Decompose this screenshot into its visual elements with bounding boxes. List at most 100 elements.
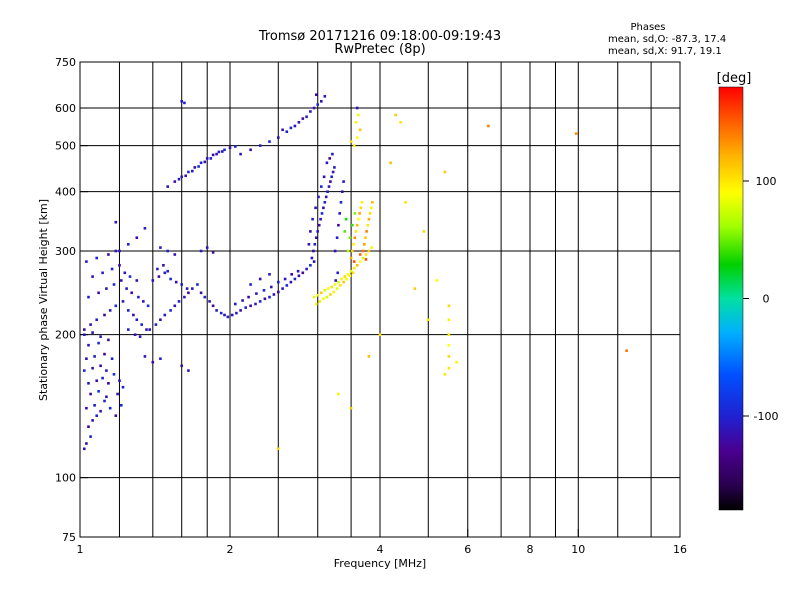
- data-point: [114, 304, 118, 308]
- data-point: [234, 145, 237, 148]
- data-point: [315, 302, 318, 306]
- data-point: [85, 260, 88, 263]
- data-point: [159, 318, 162, 321]
- data-point: [315, 236, 318, 239]
- data-point: [157, 275, 161, 278]
- data-point: [159, 357, 162, 360]
- data-point: [83, 447, 86, 451]
- data-point: [199, 249, 203, 253]
- data-point: [404, 201, 407, 204]
- data-point: [322, 175, 326, 179]
- data-point: [118, 249, 121, 253]
- data-point: [329, 293, 332, 296]
- data-point: [293, 124, 297, 128]
- data-point: [343, 275, 347, 278]
- data-point: [145, 328, 148, 331]
- data-point: [281, 128, 284, 132]
- x-tick-label: 16: [673, 543, 687, 556]
- data-point: [180, 364, 183, 368]
- data-point: [208, 300, 211, 303]
- data-point: [241, 299, 244, 302]
- data-point: [93, 355, 96, 358]
- data-point: [346, 273, 350, 276]
- data-point: [262, 289, 266, 292]
- data-point: [249, 304, 252, 308]
- data-point: [316, 230, 319, 233]
- data-point: [180, 283, 183, 286]
- y-tick-label: 400: [55, 186, 76, 199]
- colorbar-tick-label: -100: [754, 410, 779, 423]
- data-point: [366, 223, 370, 227]
- data-point: [173, 180, 177, 183]
- data-point: [99, 409, 102, 413]
- data-point: [184, 174, 187, 178]
- data-point: [103, 352, 106, 356]
- data-point: [351, 271, 355, 275]
- data-point: [367, 249, 371, 253]
- data-point: [121, 385, 125, 389]
- data-point: [281, 287, 284, 290]
- data-point: [333, 283, 337, 286]
- data-point: [336, 271, 339, 275]
- data-point: [367, 217, 371, 221]
- data-point: [196, 283, 199, 286]
- data-point: [344, 217, 348, 221]
- data-point: [228, 146, 232, 149]
- data-point: [364, 236, 367, 239]
- y-tick-label: 750: [55, 56, 76, 69]
- data-point: [118, 379, 121, 382]
- data-point: [187, 170, 190, 174]
- data-point: [95, 414, 98, 417]
- data-point: [320, 291, 323, 295]
- data-point: [209, 157, 213, 160]
- data-point: [290, 273, 293, 276]
- x-tick-label: 8: [527, 543, 534, 556]
- data-point: [132, 313, 135, 317]
- data-point: [217, 150, 221, 154]
- data-point: [301, 117, 305, 120]
- data-point: [87, 295, 90, 299]
- data-point: [120, 404, 123, 407]
- data-point: [272, 293, 276, 296]
- data-point: [413, 287, 417, 290]
- data-point: [89, 323, 92, 326]
- data-point: [219, 311, 223, 315]
- data-point: [173, 304, 177, 308]
- data-point: [322, 206, 325, 210]
- data-point: [258, 144, 262, 147]
- data-point: [268, 295, 271, 299]
- data-point: [166, 185, 169, 188]
- data-point: [107, 382, 110, 385]
- data-point: [320, 212, 324, 215]
- data-point: [143, 227, 147, 230]
- data-point: [91, 331, 94, 334]
- data-point: [91, 366, 94, 370]
- data-point: [341, 190, 344, 193]
- data-point: [135, 318, 139, 321]
- data-point: [173, 253, 177, 256]
- data-point: [143, 355, 147, 358]
- data-point: [239, 309, 242, 312]
- phase-colorbar: [718, 86, 744, 511]
- data-point: [255, 292, 258, 295]
- y-tick-label: 200: [55, 329, 76, 342]
- data-point: [121, 300, 125, 303]
- data-point: [312, 249, 315, 253]
- data-point: [151, 360, 155, 364]
- data-point: [148, 328, 151, 331]
- data-point: [320, 100, 323, 103]
- data-point: [180, 100, 183, 103]
- data-point: [325, 295, 329, 299]
- data-point: [333, 249, 337, 253]
- data-point: [363, 243, 366, 246]
- y-tick-label: 500: [55, 140, 76, 153]
- data-point: [447, 304, 451, 308]
- data-point: [349, 269, 353, 273]
- data-point: [357, 113, 360, 117]
- colorbar-tick-label: 0: [763, 293, 770, 306]
- data-point: [443, 170, 447, 174]
- data-point: [331, 152, 334, 156]
- data-point: [317, 195, 320, 199]
- data-point: [151, 279, 155, 282]
